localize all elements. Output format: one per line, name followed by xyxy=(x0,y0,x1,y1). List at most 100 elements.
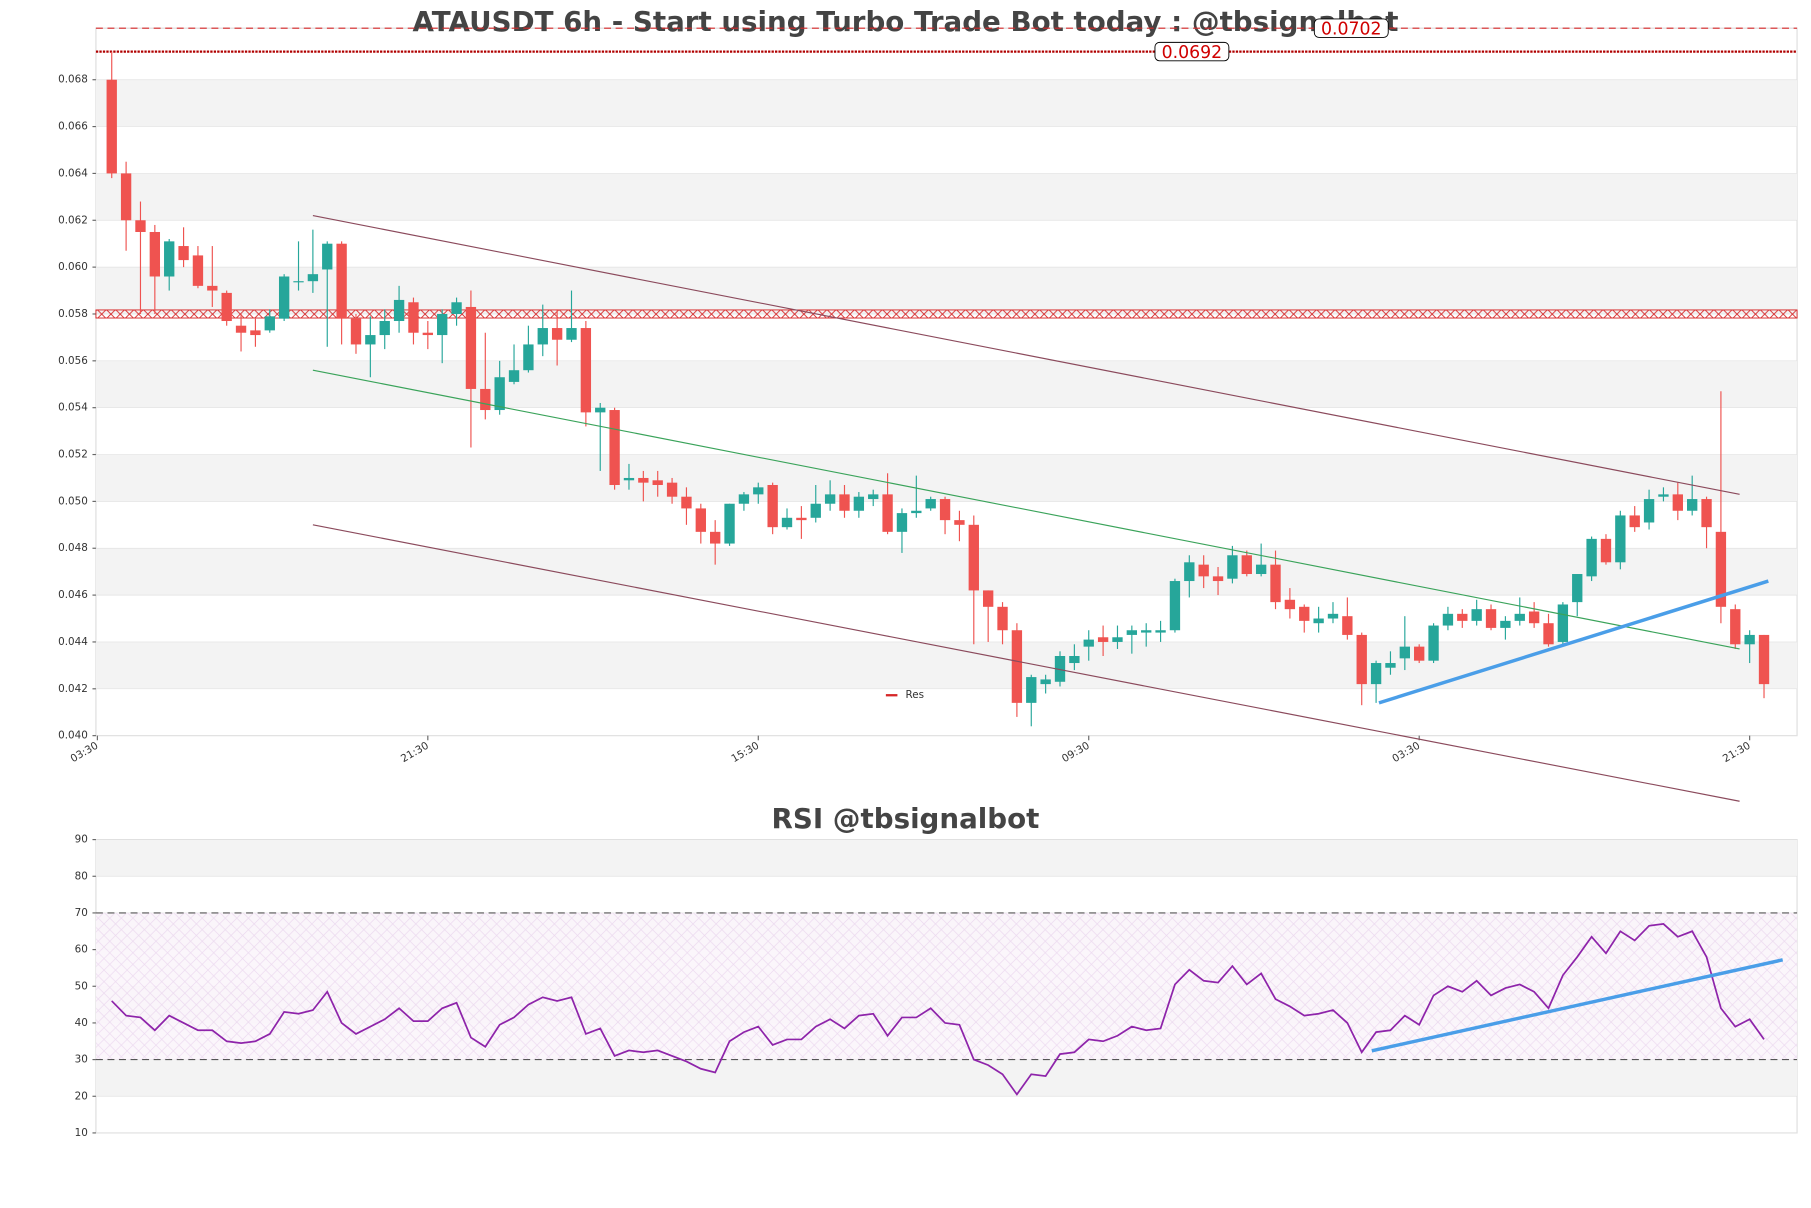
grid-band xyxy=(95,267,1798,314)
y-tick-label: 0.060 xyxy=(58,261,88,273)
candle-body xyxy=(681,496,692,509)
candle-body xyxy=(810,503,821,518)
candle-body xyxy=(824,494,836,504)
candle-body xyxy=(896,513,908,532)
candle-body xyxy=(1026,677,1037,703)
candle-body xyxy=(221,292,232,322)
candle-body xyxy=(623,477,635,481)
candle-body xyxy=(1097,637,1109,642)
y-tick-label: 40 xyxy=(75,1017,88,1029)
backgrounds xyxy=(95,27,1798,1134)
candle-body xyxy=(1184,562,1195,582)
trend-line xyxy=(1378,579,1769,705)
grid-band xyxy=(95,839,1798,877)
x-tick-label: 15:30 xyxy=(729,740,761,765)
candle-body xyxy=(1327,613,1339,619)
candle-body xyxy=(1687,499,1698,511)
legend-label: Res xyxy=(906,689,925,701)
candle-body xyxy=(164,241,175,277)
grid-band xyxy=(95,548,1798,596)
candle-body xyxy=(1600,538,1612,563)
candle-body xyxy=(638,477,649,483)
candle-body xyxy=(781,517,793,528)
candle-body xyxy=(135,220,146,232)
candle-body xyxy=(1414,646,1425,661)
y-tick-label: 0.044 xyxy=(58,636,88,648)
candle-body xyxy=(1313,618,1324,624)
rsi-title: RSI @tbsignalbot xyxy=(772,802,1040,835)
x-tick-label: 03:30 xyxy=(68,740,100,765)
candle-body xyxy=(307,274,319,282)
candle-body xyxy=(695,508,706,532)
candle-body xyxy=(911,510,922,514)
candle-body xyxy=(1284,599,1296,610)
candle-body xyxy=(982,590,994,607)
candle-body xyxy=(1155,630,1166,633)
candle-body xyxy=(1471,609,1482,621)
price-label-box xyxy=(1313,18,1389,38)
candle-body xyxy=(379,321,390,336)
candle-body xyxy=(1758,634,1770,685)
candle-body xyxy=(868,494,879,500)
y-tick-label: 20 xyxy=(75,1090,88,1102)
candle-body xyxy=(1500,620,1511,628)
y-tick-label: 0.042 xyxy=(58,683,88,695)
candle-body xyxy=(1385,663,1396,668)
candle-body xyxy=(1629,515,1640,528)
candle-body xyxy=(1112,637,1123,642)
candle-body xyxy=(1198,564,1209,577)
candle-body xyxy=(1715,531,1727,607)
candle-body xyxy=(1428,625,1439,661)
candle-body xyxy=(882,494,893,532)
price-label: 0.0692 xyxy=(1162,43,1223,63)
candle-body xyxy=(1342,616,1353,635)
candle-body xyxy=(250,330,261,336)
x-tick-label: 09:30 xyxy=(1060,740,1092,765)
candle-body xyxy=(839,494,850,511)
candle-body xyxy=(322,243,333,270)
candle-body xyxy=(1069,656,1080,664)
y-tick-label: 80 xyxy=(75,870,88,882)
candle-body xyxy=(1083,639,1094,647)
trend-line xyxy=(312,215,1740,495)
candle-body xyxy=(1701,499,1712,528)
candle-body xyxy=(1615,515,1626,563)
candle-body xyxy=(465,306,477,389)
candle-body xyxy=(523,344,534,371)
candle-body xyxy=(1040,679,1051,685)
y-tick-label: 0.064 xyxy=(58,167,88,179)
candle-body xyxy=(1241,555,1252,575)
grid-band xyxy=(95,1059,1798,1097)
candle-body xyxy=(1557,604,1569,642)
grid-band xyxy=(95,360,1798,408)
candle-body xyxy=(393,299,405,322)
y-tick-label: 0.048 xyxy=(58,542,88,554)
candle-body xyxy=(939,499,951,521)
candle-body xyxy=(796,517,807,521)
y-tick-label: 0.052 xyxy=(58,449,88,461)
candle-body xyxy=(350,318,362,345)
rsi-band xyxy=(95,912,1798,1060)
candle-body xyxy=(365,335,376,345)
candle-body xyxy=(508,370,520,382)
candle-body xyxy=(264,316,275,331)
candle-body xyxy=(408,302,419,333)
y-tick-label: 50 xyxy=(75,980,88,992)
candle-body xyxy=(666,482,678,497)
candle-body xyxy=(1054,656,1066,682)
candle-body xyxy=(106,79,117,174)
price-label: 0.0702 xyxy=(1321,19,1382,39)
candle-body xyxy=(278,276,290,319)
candle-body xyxy=(1730,609,1741,645)
trend-line xyxy=(312,524,1740,802)
candle-body xyxy=(580,328,592,413)
candle-body xyxy=(1572,574,1583,603)
candle-body xyxy=(767,484,778,528)
candle-body xyxy=(1457,613,1468,621)
candle-body xyxy=(1299,606,1310,621)
y-tick-label: 0.066 xyxy=(58,121,88,133)
candle-body xyxy=(1370,663,1382,685)
y-tick-label: 0.040 xyxy=(58,730,88,742)
candle-body xyxy=(1212,576,1224,582)
